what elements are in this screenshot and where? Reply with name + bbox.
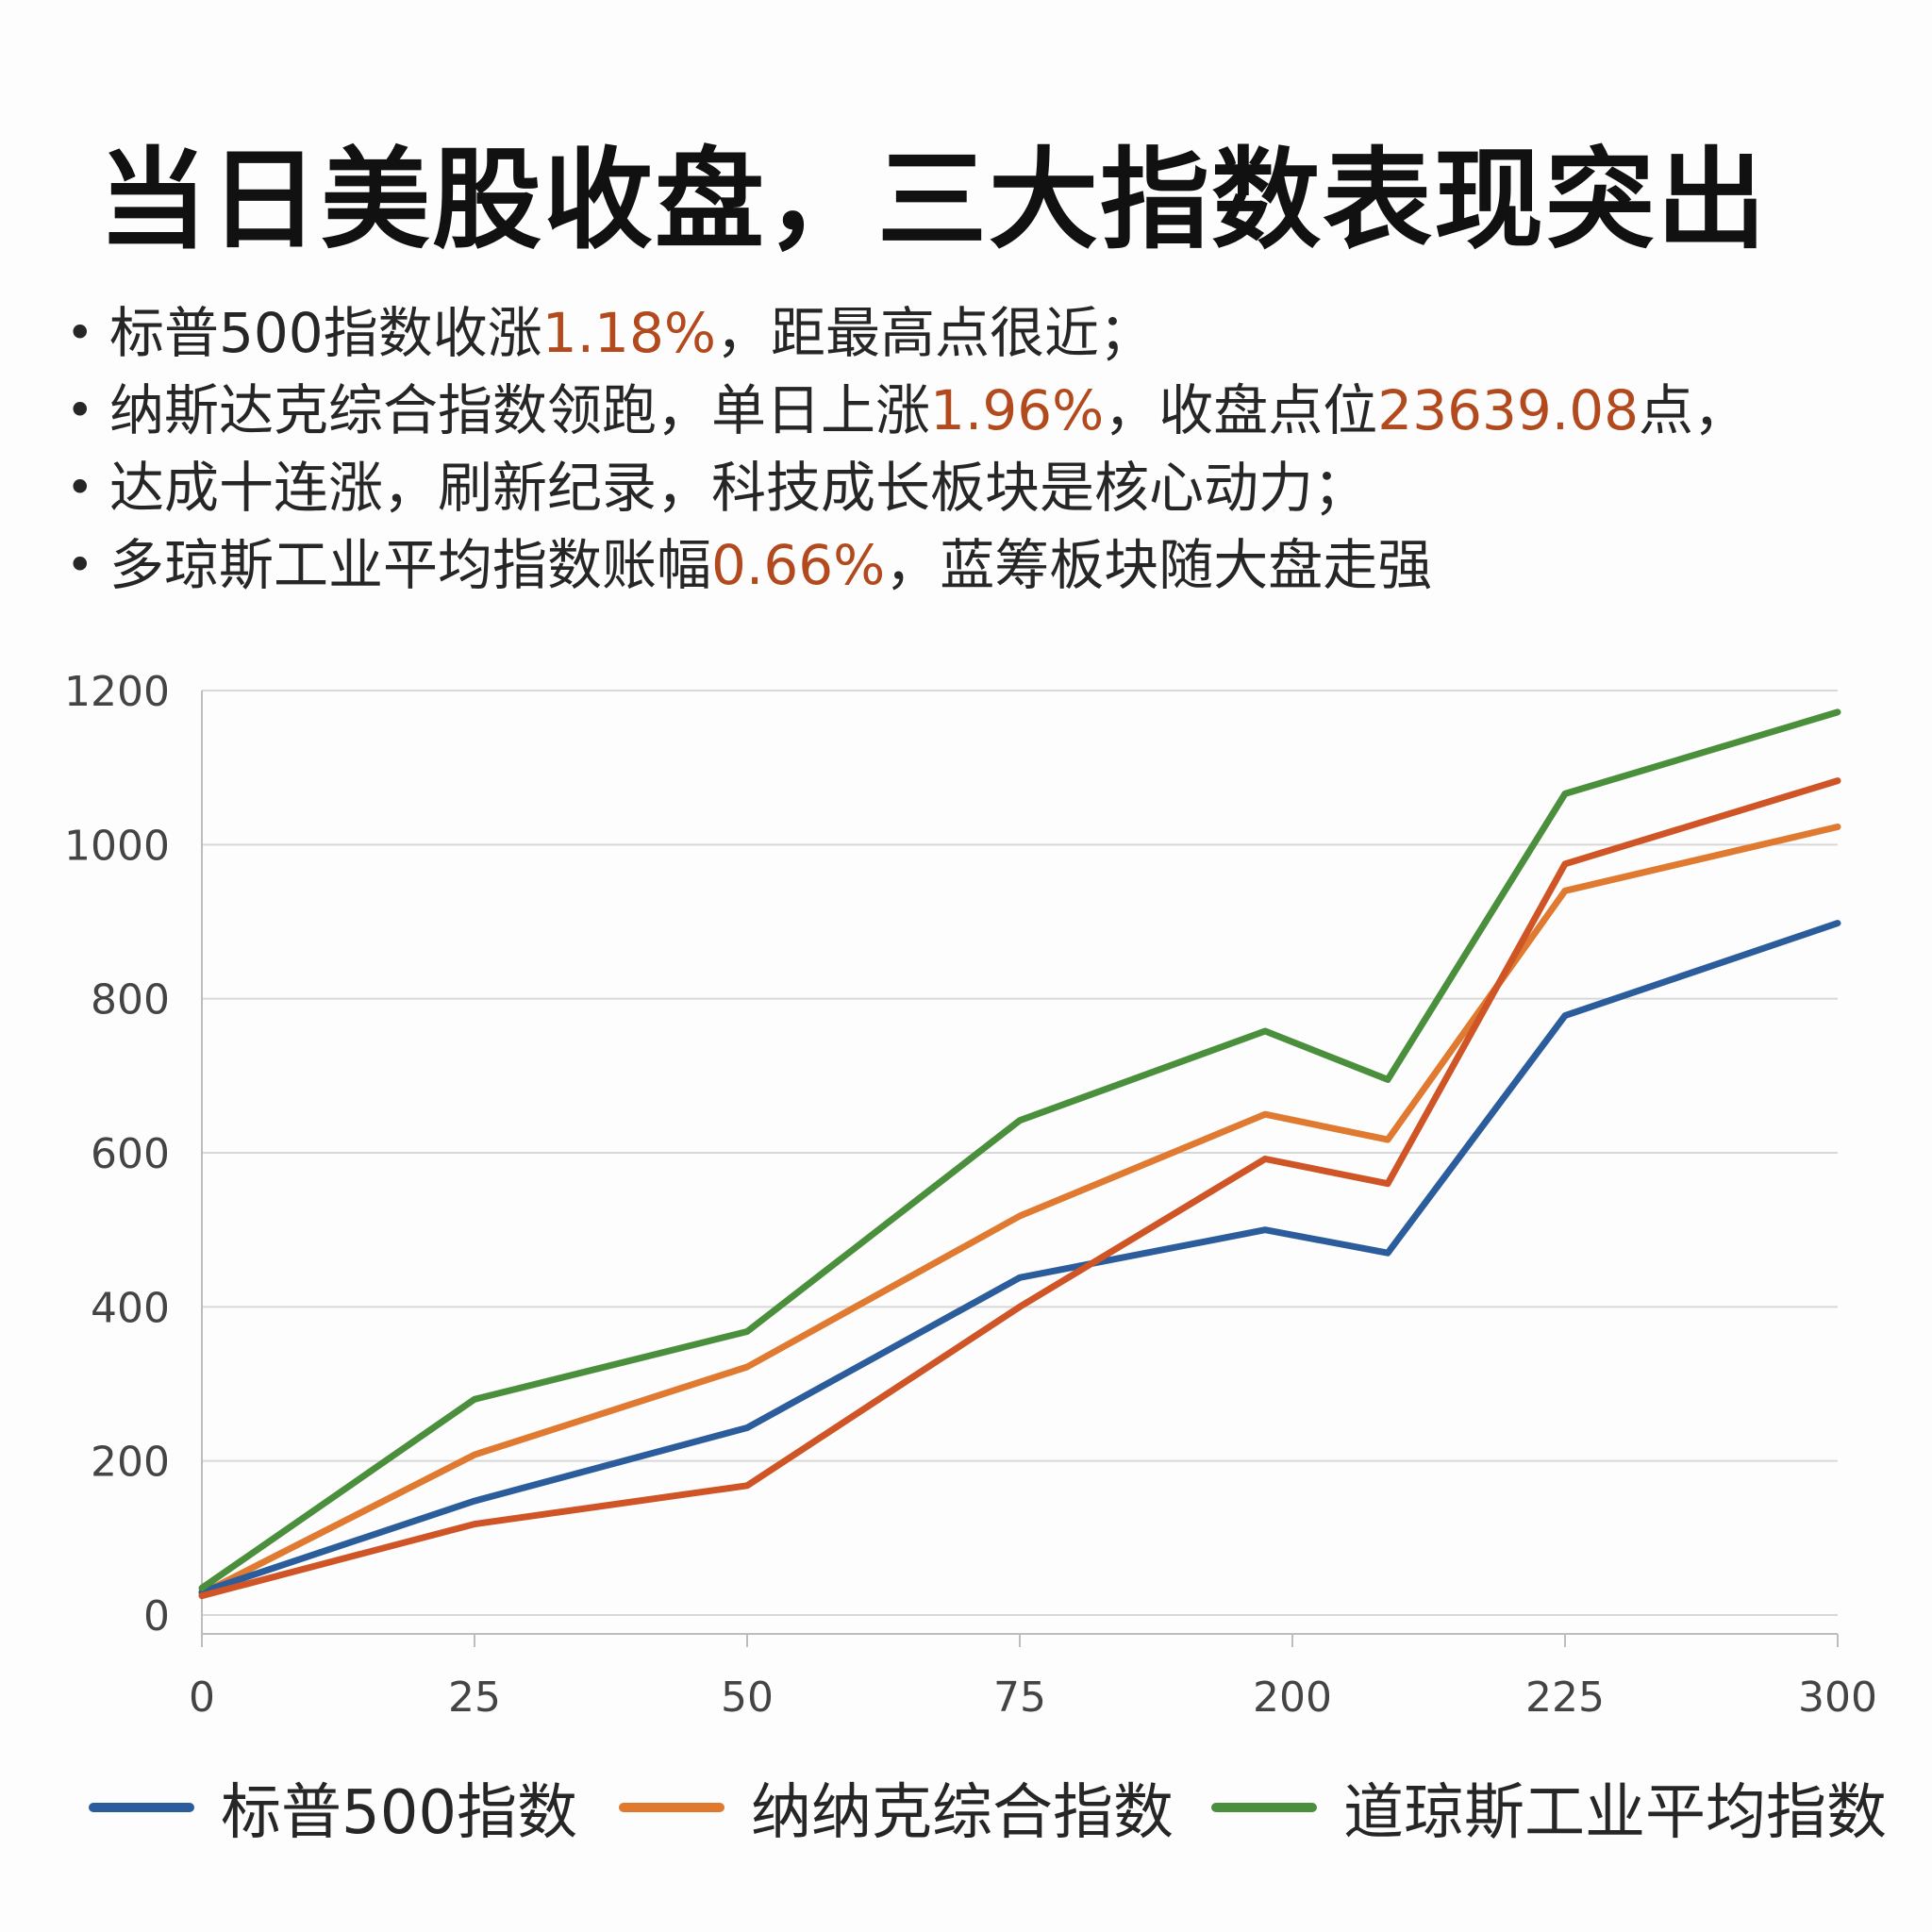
x-tick-label: 225 xyxy=(1525,1674,1605,1722)
axis-layer xyxy=(201,691,1839,1647)
bullet-text: 纳斯达克综合指数领跑，单日上涨 xyxy=(109,378,931,442)
bullet-text: ，距最高点很近； xyxy=(715,301,1154,365)
legend-item-dow: 道琼斯工业平均指数 xyxy=(1211,1760,1887,1855)
x-tick-label: 25 xyxy=(448,1674,501,1722)
bullet-text: ，蓝筹板块随大盘走强 xyxy=(885,533,1433,597)
legend-item-sp500: 标普500指数 xyxy=(89,1760,577,1855)
y-tick-label: 400 xyxy=(91,1284,170,1332)
highlight-value: 1.96% xyxy=(930,378,1105,442)
highlight-value: 0.66% xyxy=(711,533,886,597)
legend-label: 道琼斯工业平均指数 xyxy=(1343,1778,1887,1848)
grid-layer xyxy=(202,690,1838,1616)
series-line-0 xyxy=(198,920,1841,1595)
bullet-text: 标普500指数收涨 xyxy=(109,301,542,365)
series-line-2 xyxy=(198,708,1841,1591)
legend-label: 纳纳克综合指数 xyxy=(751,1778,1174,1848)
bullet-text: 点， xyxy=(1639,378,1749,442)
y-tick-label: 800 xyxy=(91,976,170,1024)
bullet-nasdaq: 纳斯达克综合指数领跑，单日上涨1.96%，收盘点位23639.08点， xyxy=(66,372,1748,449)
x-tick-label: 300 xyxy=(1798,1674,1877,1722)
legend-item-nasdaq: 纳纳克综合指数 xyxy=(619,1760,1174,1855)
legend-swatch xyxy=(89,1803,194,1812)
bullet-sp500: 标普500指数收涨1.18%，距最高点很近； xyxy=(66,294,1748,372)
series-line-3 xyxy=(198,824,1841,1597)
x-tick-label: 200 xyxy=(1253,1674,1332,1722)
legend-swatch xyxy=(619,1803,724,1812)
y-tick-label: 200 xyxy=(91,1439,170,1487)
y-tick-label: 1200 xyxy=(64,668,170,716)
page-title: 当日美股收盘，三大指数表现突出 xyxy=(98,137,1768,264)
highlight-value: 1.18% xyxy=(541,301,716,365)
chart-legend: 标普500指数 纳纳克综合指数 道琼斯工业平均指数 xyxy=(89,1760,1887,1855)
bullet-text: ，收盘点位 xyxy=(1104,378,1378,442)
y-tick-label: 1000 xyxy=(64,822,170,870)
summary-bullets: 标普500指数收涨1.18%，距最高点很近； 纳斯达克综合指数领跑，单日上涨1.… xyxy=(66,294,1748,604)
bullet-nasdaq-streak: 达成十连涨，刷新纪录，科技成长板块是核心动力； xyxy=(66,449,1748,526)
bullet-text: 达成十连涨，刷新纪录，科技成长板块是核心动力； xyxy=(109,456,1369,520)
highlight-value: 23639.08 xyxy=(1377,378,1640,442)
x-tick-label: 75 xyxy=(993,1674,1046,1722)
bullet-dow: 多琼斯工业平均指数账幅0.66%，蓝筹板块随大盘走强 xyxy=(66,526,1748,604)
x-tick-label: 0 xyxy=(189,1674,215,1722)
bullet-text: 多琼斯工业平均指数账幅 xyxy=(109,533,712,597)
y-tick-label: 0 xyxy=(143,1592,170,1641)
line-chart: 0 200 400 600 800 1000 1200 0 25 50 75 200 225 300 xyxy=(64,668,1877,1722)
x-tick-label: 50 xyxy=(721,1674,774,1722)
series-layer xyxy=(198,708,1841,1600)
y-tick-label: 600 xyxy=(91,1130,170,1178)
legend-swatch xyxy=(1211,1803,1317,1812)
series-line-1 xyxy=(198,777,1841,1600)
legend-label: 标普500指数 xyxy=(221,1778,578,1848)
tick-label-layer: 0 200 400 600 800 1000 1200 0 25 50 75 200 225 300 xyxy=(64,668,1877,1722)
